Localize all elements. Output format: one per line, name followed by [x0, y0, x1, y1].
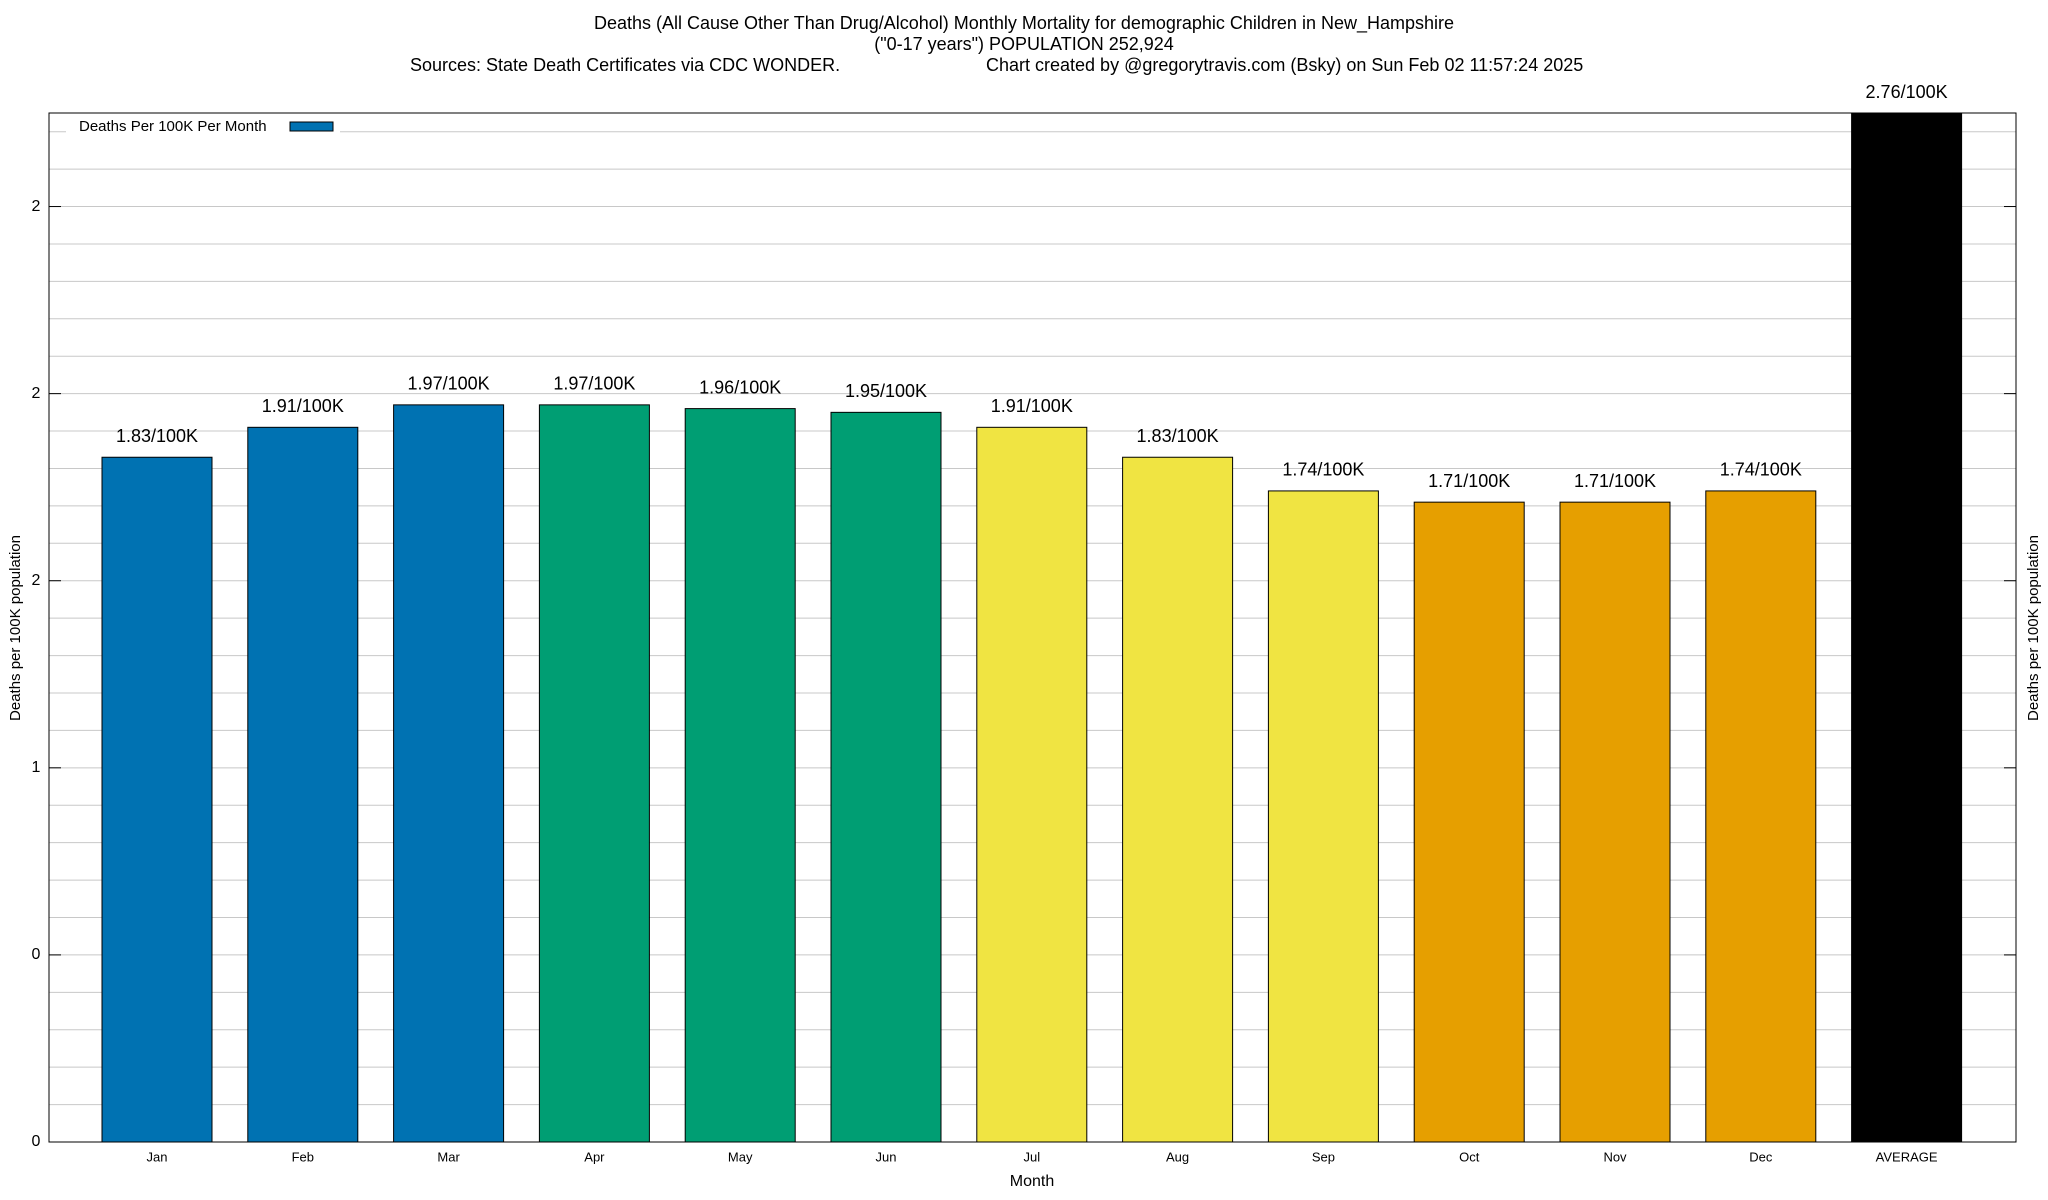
bar	[101, 456, 213, 1143]
x-tick-label: Oct	[1459, 1149, 1480, 1164]
data-label: 1.91/100K	[262, 396, 344, 416]
bar	[393, 404, 505, 1143]
x-tick-label: Feb	[292, 1149, 314, 1164]
data-label: 1.74/100K	[1282, 460, 1364, 480]
bar	[830, 411, 942, 1143]
x-tick-label: Sep	[1312, 1149, 1335, 1164]
bar	[1267, 490, 1379, 1143]
x-tick-label: AVERAGE	[1876, 1149, 1938, 1164]
bar	[1413, 501, 1525, 1143]
plot-frame	[48, 112, 2017, 1143]
data-label: 1.83/100K	[116, 426, 198, 446]
bar	[976, 426, 1088, 1143]
y2-axis-label: Deaths per 100K population	[2025, 535, 2042, 721]
bar	[684, 408, 796, 1143]
y-axis-label: Deaths per 100K population	[7, 535, 24, 721]
y-tick-label: 0	[32, 946, 41, 963]
x-tick-label: Jan	[147, 1149, 168, 1164]
x-tick-label: Nov	[1603, 1149, 1627, 1164]
x-tick-label: Aug	[1166, 1149, 1189, 1164]
credit: Chart created by @gregorytravis.com (Bsk…	[986, 55, 1583, 75]
data-label: 1.95/100K	[845, 381, 927, 401]
x-tick-label: Mar	[437, 1149, 460, 1164]
x-tick-label: Jul	[1023, 1149, 1040, 1164]
y-tick-label: 1	[32, 759, 41, 776]
data-label: 1.91/100K	[991, 396, 1073, 416]
legend-swatch	[289, 121, 334, 132]
chart-title: Deaths (All Cause Other Than Drug/Alcoho…	[594, 13, 1454, 34]
data-label: 1.97/100K	[553, 374, 635, 394]
bar	[538, 404, 650, 1143]
x-tick-label: Apr	[584, 1149, 605, 1164]
legend-label: Deaths Per 100K Per Month	[79, 118, 267, 135]
data-label: 2.76/100K	[1866, 82, 1948, 102]
x-tick-label: Jun	[876, 1149, 897, 1164]
x-tick-label: Dec	[1749, 1149, 1773, 1164]
data-label: 1.74/100K	[1720, 460, 1802, 480]
bar	[1559, 501, 1671, 1143]
data-label: 1.71/100K	[1428, 471, 1510, 491]
y-tick-label: 2	[32, 385, 41, 402]
y-tick-label: 2	[32, 198, 41, 215]
data-label: 1.96/100K	[699, 377, 781, 397]
data-label: 1.83/100K	[1137, 426, 1219, 446]
chart-subtitle: ("0-17 years") POPULATION 252,924	[874, 34, 1174, 54]
y-tick-label: 0	[32, 1133, 41, 1150]
data-label: 1.97/100K	[408, 374, 490, 394]
bar	[1122, 456, 1234, 1143]
bar	[1705, 490, 1817, 1143]
bar	[1851, 112, 1963, 1143]
bar	[247, 426, 359, 1143]
source: Sources: State Death Certificates via CD…	[410, 55, 840, 75]
y-tick-label: 2	[32, 572, 41, 589]
x-tick-label: May	[728, 1149, 753, 1164]
x-axis-label: Month	[1010, 1173, 1054, 1190]
data-label: 1.71/100K	[1574, 471, 1656, 491]
